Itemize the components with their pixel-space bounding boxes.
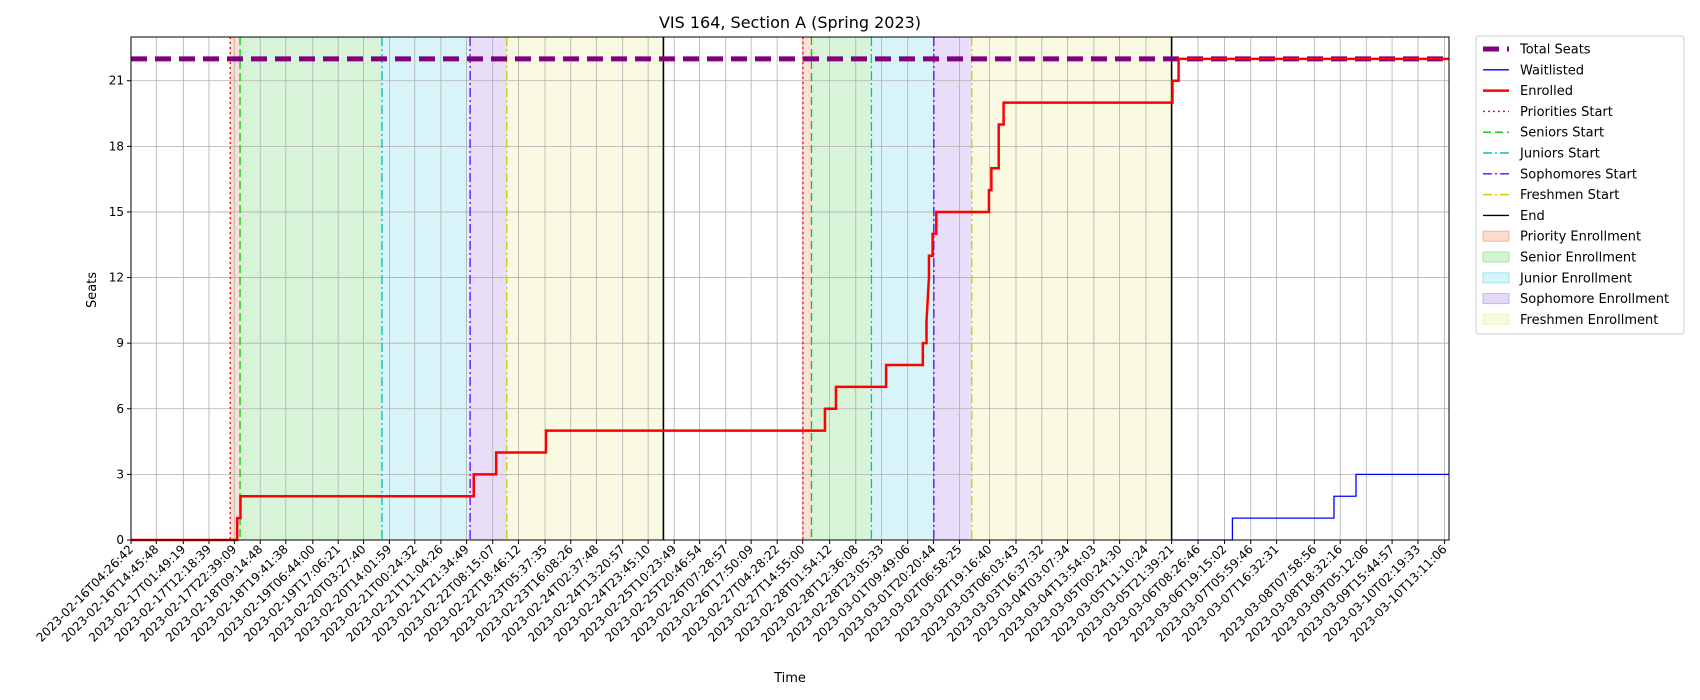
legend-item: Sophomore Enrollment — [1482, 292, 1669, 307]
y-tick-label: 21 — [109, 74, 124, 88]
legend-item: Priority Enrollment — [1482, 230, 1641, 245]
region-junior-enrollment — [871, 37, 934, 540]
legend-label: Enrolled — [1520, 84, 1573, 99]
y-tick-label: 18 — [109, 139, 124, 153]
region-sophomore-enrollment — [933, 37, 972, 540]
y-tick-label: 3 — [116, 467, 124, 481]
legend-label: Priorities Start — [1520, 105, 1613, 120]
plot-frame — [130, 36, 1450, 541]
y-tick-label: 9 — [116, 336, 124, 350]
legend-item: Seniors Start — [1483, 126, 1604, 141]
legend-swatch — [1482, 251, 1510, 263]
legend-label: Freshmen Start — [1520, 188, 1619, 203]
region-freshmen-enrollment — [506, 37, 664, 540]
plot-area: 0369121518212023-02-16T04:26:422023-02-1… — [34, 36, 1450, 645]
legend-label: Junior Enrollment — [1519, 271, 1632, 286]
legend-item: Senior Enrollment — [1482, 251, 1636, 266]
legend-swatch — [1482, 272, 1510, 284]
legend-label: Juniors Start — [1519, 147, 1600, 162]
legend-label: Total Seats — [1519, 43, 1591, 58]
region-senior-enrollment — [240, 37, 382, 540]
legend-box — [1475, 35, 1685, 335]
y-tick-label: 15 — [109, 205, 124, 219]
legend-item: Freshmen Enrollment — [1482, 313, 1658, 328]
legend-swatch — [1482, 230, 1510, 242]
legend-item: Enrolled — [1483, 84, 1573, 99]
legend-swatch — [1482, 293, 1510, 305]
legend-label: Waitlisted — [1520, 63, 1584, 78]
region-priority-enrollment — [230, 37, 241, 540]
legend-item: Sophomores Start — [1483, 167, 1637, 182]
legend-label: Senior Enrollment — [1520, 251, 1636, 266]
region-priority-enrollment — [802, 37, 812, 540]
legend-item: Waitlisted — [1483, 63, 1584, 78]
region-junior-enrollment — [381, 37, 471, 540]
legend-item: Total Seats — [1483, 43, 1591, 58]
legend-item: Juniors Start — [1483, 147, 1600, 162]
y-tick-label: 0 — [116, 533, 124, 547]
legend-label: Sophomores Start — [1520, 167, 1637, 182]
legend-label: Priority Enrollment — [1520, 230, 1641, 245]
legend-swatch — [1482, 313, 1510, 325]
series-enrolled — [131, 57, 1449, 542]
legend-label: Seniors Start — [1520, 126, 1604, 141]
legend-item: Junior Enrollment — [1482, 271, 1632, 286]
region-sophomore-enrollment — [470, 37, 507, 540]
series-waitlisted — [1171, 473, 1449, 541]
y-tick-label: 6 — [116, 402, 124, 416]
x-axis-label: Time — [773, 671, 806, 686]
legend-label: Freshmen Enrollment — [1520, 313, 1658, 328]
legend-label: End — [1520, 209, 1545, 224]
legend-item: Freshmen Start — [1483, 188, 1619, 203]
y-axis-label: Seats — [85, 272, 100, 308]
legend-label: Sophomore Enrollment — [1520, 292, 1669, 307]
y-tick-label: 12 — [109, 271, 124, 285]
region-freshmen-enrollment — [971, 37, 1172, 540]
legend: Total Seats Waitlisted Enrolled Priorities … — [1475, 35, 1685, 335]
legend-item: Priorities Start — [1483, 105, 1613, 120]
region-senior-enrollment — [811, 37, 872, 540]
legend-item: End — [1483, 209, 1545, 224]
chart-title: VIS 164, Section A (Spring 2023) — [659, 13, 921, 32]
